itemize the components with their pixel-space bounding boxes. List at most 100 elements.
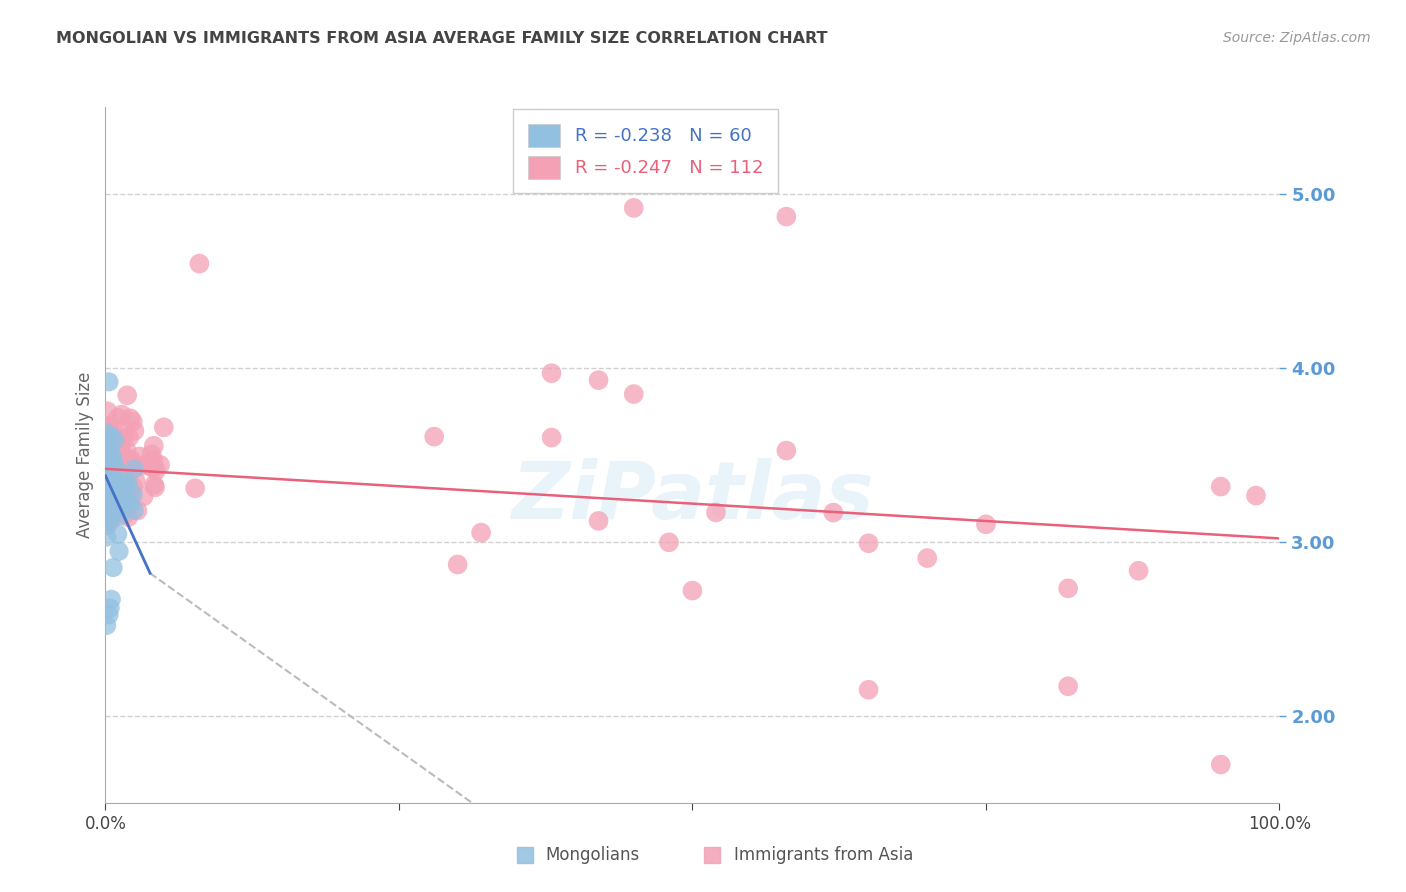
Point xyxy=(98,454,121,468)
Point xyxy=(98,493,121,508)
Point xyxy=(100,491,122,505)
Point xyxy=(103,463,125,477)
Point xyxy=(115,460,138,475)
Point xyxy=(858,536,880,550)
Point xyxy=(120,462,142,476)
Point xyxy=(114,475,136,490)
Point xyxy=(96,491,118,506)
Point xyxy=(121,415,143,429)
Point xyxy=(184,481,207,495)
Point xyxy=(623,201,645,215)
Point xyxy=(100,483,122,498)
Point xyxy=(446,558,468,572)
Point xyxy=(96,444,118,458)
Point xyxy=(775,443,797,458)
Point xyxy=(108,544,131,558)
Point xyxy=(118,498,141,512)
Point xyxy=(94,464,117,478)
Point xyxy=(96,618,118,632)
Point xyxy=(94,425,117,440)
Point xyxy=(94,445,117,459)
Point xyxy=(104,435,127,450)
Point xyxy=(103,429,125,443)
Point xyxy=(111,483,134,497)
Point xyxy=(96,458,118,473)
Point xyxy=(122,487,145,501)
Point xyxy=(122,503,145,517)
Point xyxy=(149,458,172,472)
Point xyxy=(111,408,134,422)
Point xyxy=(103,453,125,467)
Point xyxy=(108,464,131,478)
Point xyxy=(98,514,121,528)
Legend: R = -0.238   N = 60, R = -0.247   N = 112: R = -0.238 N = 60, R = -0.247 N = 112 xyxy=(513,109,778,194)
Point xyxy=(112,465,135,479)
Text: ZiPatlas: ZiPatlas xyxy=(512,458,873,536)
Point xyxy=(96,485,118,500)
Point xyxy=(1057,582,1080,596)
Point xyxy=(94,472,117,486)
Point xyxy=(96,434,118,449)
Point xyxy=(104,461,127,475)
Point xyxy=(101,500,124,514)
Point xyxy=(124,424,146,438)
Point xyxy=(111,490,134,504)
Point xyxy=(141,447,163,461)
Point xyxy=(108,440,131,454)
Point xyxy=(107,501,129,516)
Point xyxy=(104,440,127,454)
Point xyxy=(915,551,938,566)
Point xyxy=(128,450,150,464)
Point xyxy=(101,500,124,514)
Point xyxy=(127,503,149,517)
Point xyxy=(96,468,118,483)
Point xyxy=(1244,489,1267,503)
Point xyxy=(97,466,120,480)
Y-axis label: Average Family Size: Average Family Size xyxy=(76,372,94,538)
Point xyxy=(100,513,122,527)
Point xyxy=(122,479,145,493)
Point xyxy=(117,453,139,467)
Point xyxy=(100,592,122,607)
Point xyxy=(97,491,120,506)
Point xyxy=(97,454,120,468)
Point xyxy=(125,475,148,489)
Point xyxy=(101,560,124,574)
Point xyxy=(98,460,121,475)
Point xyxy=(96,432,118,446)
Point xyxy=(100,467,122,481)
Point xyxy=(97,513,120,527)
Point xyxy=(103,433,125,447)
Point xyxy=(94,448,117,462)
Point xyxy=(1209,757,1232,772)
Point xyxy=(107,411,129,425)
Point xyxy=(100,429,122,443)
Point xyxy=(96,484,118,499)
Point xyxy=(1057,679,1080,693)
Point xyxy=(858,682,880,697)
Point xyxy=(97,473,120,487)
Point xyxy=(97,462,120,476)
Point xyxy=(131,458,153,473)
Point xyxy=(118,493,141,508)
Point xyxy=(98,419,121,434)
Point xyxy=(132,490,155,504)
Point xyxy=(96,464,118,478)
Point xyxy=(103,433,125,447)
Point xyxy=(120,411,142,425)
Point xyxy=(145,463,167,477)
Point xyxy=(94,418,117,433)
Text: Immigrants from Asia: Immigrants from Asia xyxy=(734,846,912,864)
Point xyxy=(100,481,122,495)
Point xyxy=(97,491,120,505)
Point xyxy=(142,453,165,467)
Point xyxy=(111,496,134,510)
Point xyxy=(117,483,139,497)
Point xyxy=(94,485,117,500)
Point xyxy=(118,430,141,444)
Text: Mongolians: Mongolians xyxy=(546,846,640,864)
Point xyxy=(110,464,132,478)
Point xyxy=(100,466,122,480)
Point xyxy=(588,514,610,528)
Point xyxy=(96,515,118,529)
